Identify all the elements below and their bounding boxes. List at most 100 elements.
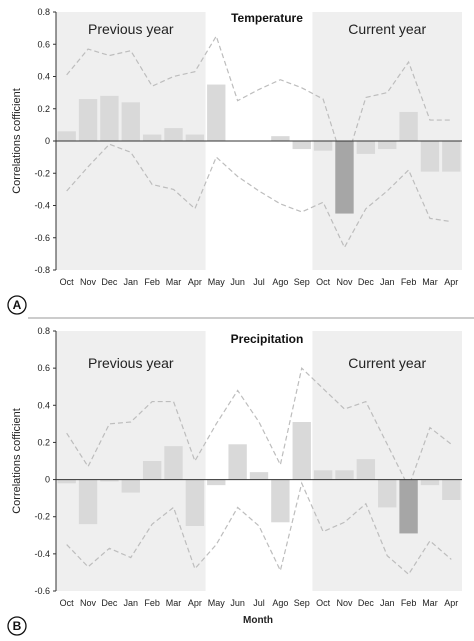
- y-tick-label-0: 0.8: [37, 7, 50, 17]
- bar-10: [271, 136, 290, 141]
- y-tick-label-2: 0.4: [37, 72, 50, 82]
- y-tick-label-5: -0.2: [34, 512, 50, 522]
- x-tick-label-9: Jul: [253, 277, 265, 287]
- x-tick-label-11: Sep: [294, 598, 310, 608]
- y-tick-label-7: -0.6: [34, 586, 50, 596]
- bar-11: [292, 422, 311, 480]
- region-label-0: Previous year: [88, 21, 174, 37]
- bar-14: [356, 459, 376, 480]
- bar-9: [249, 472, 269, 480]
- bar-10: [271, 479, 290, 523]
- bar-16: [399, 479, 418, 534]
- x-tick-label-15: Jan: [380, 277, 395, 287]
- confidence-lines: [66, 366, 452, 576]
- y-tick-label-3: 0.2: [37, 104, 50, 114]
- y-tick-label-4: 0: [45, 475, 50, 485]
- bar-2: [100, 479, 119, 482]
- x-tick-label-2: Dec: [101, 598, 118, 608]
- x-tick-label-17: Mar: [422, 598, 438, 608]
- x-tick-label-13: Nov: [336, 277, 353, 287]
- y-tick-label-3: 0.2: [37, 437, 50, 447]
- x-tick-label-8: Jun: [230, 277, 245, 287]
- y-tick-label-7: -0.6: [34, 233, 50, 243]
- bar-3: [121, 479, 140, 493]
- x-tick-label-3: Jan: [124, 277, 139, 287]
- x-tick-label-15: Jan: [380, 598, 395, 608]
- x-tick-label-7: May: [208, 598, 226, 608]
- x-tick-label-1: Nov: [80, 277, 97, 287]
- upper-confidence-line: [66, 366, 452, 489]
- region-shade-1: [312, 331, 462, 591]
- panel-letter-badge: [7, 616, 27, 636]
- bar-18: [442, 141, 461, 172]
- y-tick-label-0: 0.8: [37, 326, 50, 336]
- bar-7: [207, 84, 226, 141]
- bar-6: [185, 134, 205, 141]
- region-label-1: Current year: [348, 355, 426, 371]
- x-tick-label-14: Dec: [358, 277, 375, 287]
- bar-12: [313, 470, 333, 480]
- y-axis-label: Correlations cofficient: [11, 88, 23, 194]
- labels-group: 0.8 0.6 0.4 0.2 0 -0.2 -0.4 -0.6 Oct Nov Dec Jan Feb…: [7, 326, 458, 636]
- x-tick-label-6: Apr: [188, 598, 202, 608]
- upper-confidence-line: [66, 34, 452, 169]
- x-tick-label-4: Feb: [144, 598, 160, 608]
- region-label-0: Previous year: [88, 355, 174, 371]
- x-tick-label-6: Apr: [188, 277, 202, 287]
- confidence-lines: [66, 34, 452, 249]
- x-tick-label-10: Ago: [272, 598, 288, 608]
- lower-confidence-line: [66, 481, 452, 576]
- bar-5: [164, 446, 183, 480]
- panel-letter: B: [13, 619, 22, 633]
- x-tick-label-7: May: [208, 277, 226, 287]
- x-tick-label-0: Oct: [60, 598, 75, 608]
- x-tick-label-4: Feb: [144, 277, 160, 287]
- bar-2: [100, 95, 119, 141]
- y-tick-label-2: 0.4: [37, 400, 50, 410]
- temperature-panel: 0.8 0.6 0.4 0.2 0 -0.2 -0.4 -0.6 -0.8 Oct Nov Dec Ja…: [7, 7, 462, 315]
- bar-15: [378, 479, 397, 508]
- x-tick-label-18: Apr: [444, 598, 458, 608]
- bar-12: [313, 141, 333, 151]
- region-label-1: Current year: [348, 21, 426, 37]
- bar-15: [378, 141, 397, 150]
- bar-4: [142, 461, 162, 480]
- bar-1: [78, 99, 98, 141]
- x-tick-label-11: Sep: [294, 277, 310, 287]
- x-tick-label-8: Jun: [230, 598, 245, 608]
- x-axis-label: Month: [243, 615, 273, 626]
- x-tick-label-3: Jan: [124, 598, 139, 608]
- bar-16: [399, 111, 418, 141]
- y-tick-label-6: -0.4: [34, 549, 50, 559]
- x-tick-label-5: Mar: [166, 598, 182, 608]
- axes-group: [53, 330, 462, 592]
- y-axis-label: Correlations cofficient: [11, 408, 23, 514]
- bar-6: [185, 479, 205, 526]
- x-tick-label-16: Feb: [401, 277, 417, 287]
- x-tick-label-1: Nov: [80, 598, 97, 608]
- bar-0: [57, 131, 76, 141]
- y-tick-label-1: 0.6: [37, 363, 50, 373]
- y-tick-label-5: -0.2: [34, 168, 50, 178]
- labels-group: 0.8 0.6 0.4 0.2 0 -0.2 -0.4 -0.6 -0.8 Oct Nov Dec Ja…: [7, 7, 458, 315]
- bar-1: [78, 479, 98, 525]
- x-tick-label-12: Oct: [316, 598, 331, 608]
- chart-title: Temperature: [231, 11, 303, 25]
- x-tick-label-13: Nov: [336, 598, 353, 608]
- x-tick-label-12: Oct: [316, 277, 331, 287]
- y-tick-label-4: 0: [45, 136, 50, 146]
- y-tick-label-1: 0.6: [37, 39, 50, 49]
- bar-7: [207, 479, 226, 486]
- y-tick-label-8: -0.8: [34, 265, 50, 275]
- x-tick-label-2: Dec: [101, 277, 118, 287]
- bars-group: [57, 84, 461, 214]
- x-tick-label-16: Feb: [401, 598, 417, 608]
- bar-0: [57, 479, 76, 484]
- y-tick-label-6: -0.4: [34, 201, 50, 211]
- bar-17: [420, 141, 440, 172]
- x-tick-label-14: Dec: [358, 598, 375, 608]
- x-tick-label-0: Oct: [60, 277, 75, 287]
- bar-4: [142, 134, 162, 141]
- bar-13: [335, 141, 354, 214]
